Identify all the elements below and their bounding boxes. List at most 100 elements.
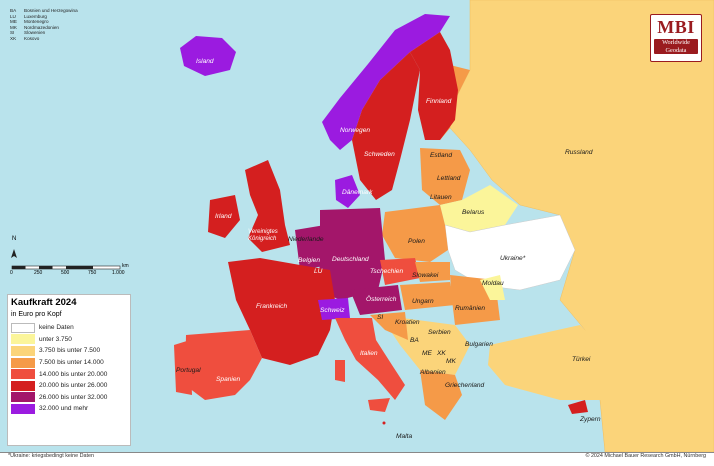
- legend-title: Kaufkraft 2024: [11, 297, 77, 308]
- logo-tagline: Worldwide Geodata: [654, 39, 698, 54]
- legend-swatch: [11, 334, 35, 345]
- region-iceland: [180, 36, 236, 76]
- region-moldova: [480, 275, 505, 300]
- abbr-code: SI: [10, 30, 15, 36]
- label-frankreich: Frankreich: [256, 303, 288, 310]
- region-sicily: [368, 398, 390, 412]
- label-griechenland: Griechenland: [445, 382, 485, 389]
- label-island: Island: [196, 58, 214, 65]
- region-slovakia: [415, 262, 450, 282]
- label-tuerkei: Türkei: [572, 356, 591, 363]
- copyright: © 2024 Michael Bauer Research GmbH, Nürn…: [585, 453, 706, 459]
- abbr-name: Nordmazedonien: [24, 24, 59, 30]
- region-malta: [382, 421, 386, 425]
- north-arrow-icon: [11, 249, 121, 270]
- abbr-name: Kosovo: [24, 35, 40, 41]
- label-niederlande: Niederlande: [288, 236, 324, 243]
- logo-tagline-line1: Worldwide: [662, 39, 690, 46]
- label-irland: Irland: [215, 213, 232, 220]
- map-bottom-border: [0, 452, 714, 453]
- legend-label: 3.750 bis unter 7.500: [39, 347, 101, 355]
- region-greece: [420, 370, 462, 420]
- label-oesterreich: Österreich: [366, 296, 397, 303]
- region-finland: [410, 32, 458, 140]
- scale-tick-label: 0: [10, 270, 13, 276]
- label-bulgarien: Bulgarien: [465, 341, 493, 348]
- legend-swatch: [11, 380, 35, 391]
- region-portugal: [174, 340, 192, 395]
- legend-item: 7.500 bis unter 14.000: [11, 357, 130, 369]
- region-slovenia-croatia: [370, 312, 408, 340]
- abbreviation-row: LU Luxemburg: [10, 14, 78, 20]
- abbr-code: MK: [10, 24, 17, 30]
- region-poland: [382, 205, 448, 262]
- region-switzerland: [318, 298, 350, 320]
- legend-label: 7.500 bis unter 14.000: [39, 359, 104, 367]
- label-belgien: Belgien: [298, 257, 320, 264]
- label-moldau: Moldau: [482, 280, 504, 287]
- label-schweiz: Schweiz: [320, 307, 345, 314]
- region-denmark: [335, 175, 360, 208]
- abbr-code: ME: [10, 19, 17, 25]
- region-belarus: [440, 185, 518, 232]
- legend-item: 20.000 bis unter 26.000: [11, 380, 130, 392]
- label-rumaenien: Rumänien: [455, 305, 486, 312]
- label-slowakei: Slowakei: [412, 272, 439, 279]
- legend-swatch: [11, 357, 35, 368]
- footnote: *Ukraine: kriegsbedingt keine Daten: [8, 453, 95, 459]
- label-daenemark: Dänemark: [342, 189, 373, 196]
- abbr-code: XK: [10, 35, 17, 41]
- legend-swatch: [11, 403, 35, 414]
- legend-label: 20.000 bis unter 26.000: [39, 382, 108, 390]
- label-portugal: Portugal: [176, 367, 201, 374]
- scale-tick-label: 500: [61, 270, 70, 276]
- abbreviation-row: BA Bosnien und Herzegowina: [10, 8, 78, 14]
- label-tschechien: Tschechien: [370, 268, 404, 275]
- abbreviation-list: BA Bosnien und Herzegowina LU Luxemburg ME…: [10, 8, 78, 42]
- label-ungarn: Ungarn: [412, 298, 434, 305]
- legend-swatch: [11, 369, 35, 380]
- legend-item: keine Daten: [11, 322, 130, 334]
- region-ireland: [208, 195, 240, 238]
- label-lu: LU: [314, 268, 323, 275]
- region-norway: [322, 14, 450, 150]
- label-albanien: Albanien: [420, 369, 446, 376]
- legend-swatch: [11, 345, 35, 356]
- label-mk: MK: [446, 358, 456, 365]
- scale-bar: N 0 250 500 750 1.000 km: [8, 236, 132, 276]
- label-deutschland: Deutschland: [332, 256, 369, 263]
- label-polen: Polen: [408, 238, 425, 245]
- label-serbien: Serbien: [428, 329, 451, 336]
- label-russland: Russland: [565, 149, 593, 156]
- label-ukraine: Ukraine*: [500, 255, 526, 262]
- legend-item: 14.000 bis unter 20.000: [11, 368, 130, 380]
- legend-swatch: [11, 392, 35, 403]
- region-czechia: [380, 258, 420, 285]
- region-italy: [335, 318, 405, 400]
- abbreviation-row: SI Slowenien: [10, 30, 78, 36]
- region-austria: [350, 285, 402, 315]
- label-kroatien: Kroatien: [395, 319, 420, 326]
- region-ukraine: [444, 214, 576, 291]
- label-finnland: Finnland: [426, 98, 452, 105]
- abbreviation-row: XK Kosovo: [10, 36, 78, 42]
- legend-label: keine Daten: [39, 324, 74, 332]
- label-norwegen: Norwegen: [340, 127, 371, 134]
- label-lettland: Lettland: [437, 175, 461, 182]
- label-spanien: Spanien: [216, 376, 241, 383]
- label-vk: Vereinigtes Königreich: [248, 229, 278, 242]
- label-si: SI: [377, 314, 384, 321]
- europe-map: [174, 0, 714, 452]
- label-italien: Italien: [360, 350, 378, 357]
- abbr-name: Bosnien und Herzegowina: [24, 8, 78, 13]
- legend-items: keine Daten unter 3.750 3.750 bis unter 7.…: [8, 322, 130, 415]
- mbi-logo: MBI Worldwide Geodata: [650, 14, 702, 62]
- label-ba: BA: [410, 337, 419, 344]
- label-me: ME: [422, 350, 432, 357]
- scale-tick-label: 250: [34, 270, 43, 276]
- legend-item: 26.000 bis unter 32.000: [11, 392, 130, 404]
- legend-swatch: [11, 322, 35, 333]
- region-turkey: [488, 325, 605, 400]
- legend-subtitle: in Euro pro Kopf: [11, 311, 62, 318]
- legend-item: 3.750 bis unter 7.500: [11, 345, 130, 357]
